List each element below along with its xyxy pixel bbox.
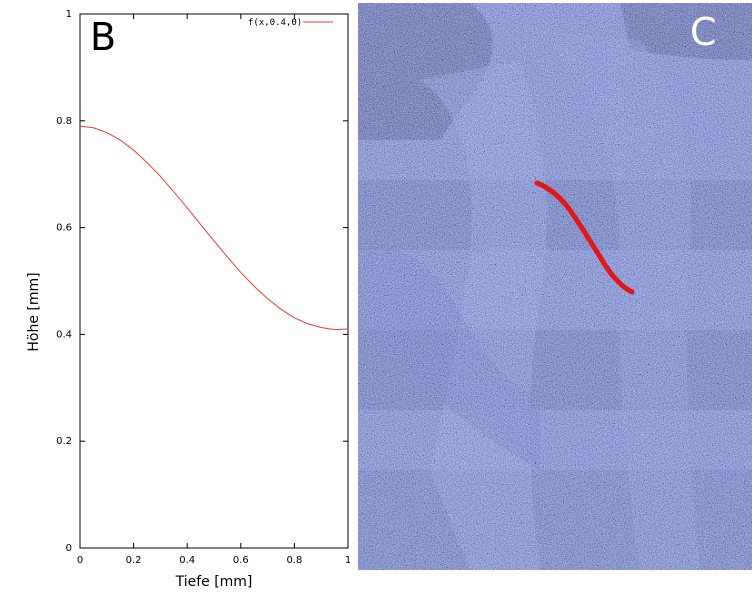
x-axis-label: Tiefe [mm]: [175, 574, 253, 590]
legend: f(x,0.4,0): [248, 18, 333, 28]
x-tick-label: 0: [77, 555, 83, 566]
axis-ticks: 0 0.2 0.4 0.6 0.8 1 0 0.2 0.4 0.6 0.8 1: [56, 9, 351, 566]
x-tick-label: 0.2: [126, 555, 142, 566]
x-tick-label: 0.4: [179, 555, 195, 566]
legend-label: f(x,0.4,0): [248, 18, 302, 28]
y-axis-label: Höhe [mm]: [26, 272, 42, 351]
x-tick-label: 1: [345, 555, 351, 566]
y-tick-label: 0: [66, 543, 72, 554]
plot-frame: [79, 13, 349, 549]
y-tick-label: 0.4: [56, 329, 72, 340]
y-tick-label: 0.6: [56, 223, 72, 234]
chart-panel: 0 0.2 0.4 0.6 0.8 1 0 0.2 0.4 0.6 0.8 1 B f(x,0.4,0…: [26, 9, 351, 590]
y-tick-label: 0.2: [56, 436, 72, 447]
panel-letter-c: C: [690, 10, 717, 54]
y-tick-label: 0.8: [56, 116, 72, 127]
overlay-curve: [534, 180, 635, 295]
panel-letter-b: B: [90, 15, 116, 59]
x-tick-label: 0.8: [286, 555, 302, 566]
micrograph-panel: [358, 3, 752, 570]
x-tick-label: 0.6: [233, 555, 249, 566]
y-tick-label: 1: [66, 9, 72, 20]
series-line: [79, 125, 349, 331]
